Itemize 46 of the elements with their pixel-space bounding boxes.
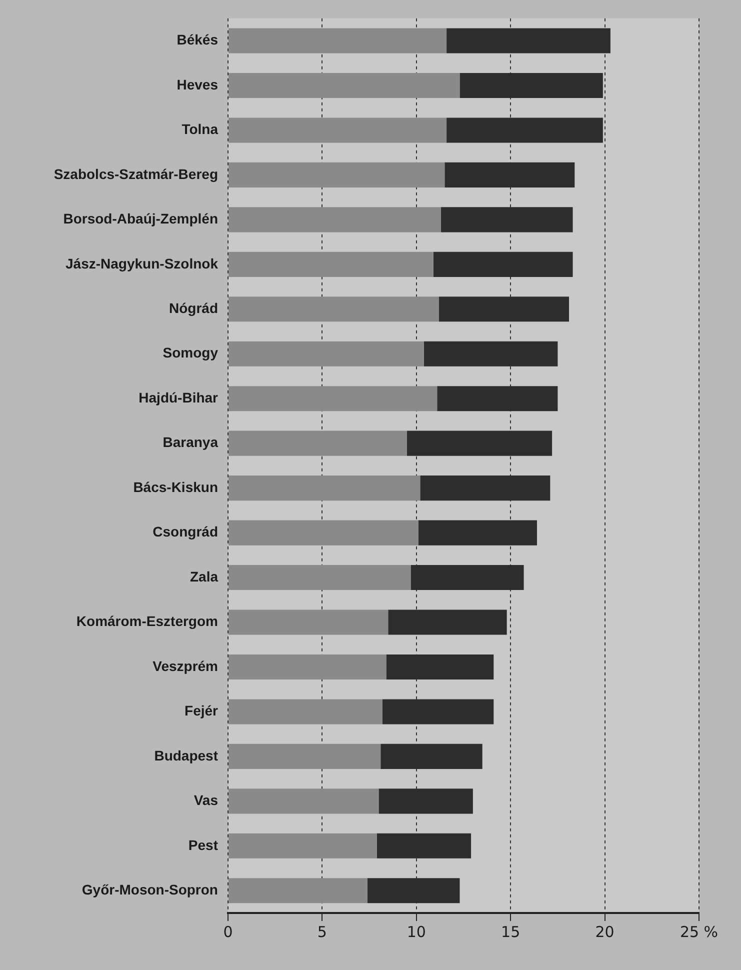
bar xyxy=(228,744,381,769)
y-tick-label: Vas xyxy=(194,792,218,808)
bar xyxy=(228,833,377,858)
y-tick-label: Fejér xyxy=(184,702,219,719)
y-tick-label: Jász-Nagykun-Szolnok xyxy=(66,255,218,272)
bar xyxy=(228,520,418,546)
bar xyxy=(228,565,411,590)
y-tick-label: Tolna xyxy=(182,121,218,138)
y-tick-label: Budapest xyxy=(154,747,218,764)
bar xyxy=(228,162,445,188)
y-tick-label: Szabolcs-Szatmár-Bereg xyxy=(54,166,218,182)
bar xyxy=(228,341,424,366)
bar xyxy=(228,699,382,724)
y-tick-label: Pest xyxy=(188,836,218,853)
x-tick-label: 20 xyxy=(595,922,614,941)
x-tick-label: 0 xyxy=(223,922,233,941)
y-tick-label: Győr-Moson-Sopron xyxy=(82,881,218,898)
x-tick-label: 25 % xyxy=(680,922,718,941)
bar xyxy=(228,386,438,412)
bar xyxy=(228,788,379,814)
x-tick-label: 15 xyxy=(501,922,520,941)
bar xyxy=(228,72,460,98)
bar xyxy=(228,430,407,456)
bar xyxy=(228,118,447,143)
bar xyxy=(228,28,447,54)
y-tick-label: Csongrád xyxy=(152,524,218,540)
bar xyxy=(228,610,388,635)
bar xyxy=(228,296,440,322)
y-tick-label: Baranya xyxy=(162,434,218,450)
y-tick-label: Bács-Kiskun xyxy=(133,478,218,495)
y-tick-label: Békés xyxy=(176,32,218,48)
y-tick-label: Nógrád xyxy=(169,300,218,316)
y-tick-label: Borsod-Abaúj-Zemplén xyxy=(63,210,218,227)
x-tick-label: 5 xyxy=(317,922,327,941)
y-tick-label: Hajdú-Bihar xyxy=(138,389,219,406)
y-tick-label: Somogy xyxy=(162,344,218,361)
bar xyxy=(228,252,434,277)
bar xyxy=(228,476,420,501)
bar xyxy=(228,207,441,232)
bar xyxy=(228,878,368,904)
y-tick-label: Zala xyxy=(190,568,218,584)
y-tick-label: Veszprém xyxy=(152,658,218,674)
y-tick-label: Komárom-Esztergom xyxy=(76,613,218,630)
bar xyxy=(228,654,386,680)
y-tick-label: Heves xyxy=(176,76,218,92)
x-tick-label: 10 xyxy=(406,922,426,941)
